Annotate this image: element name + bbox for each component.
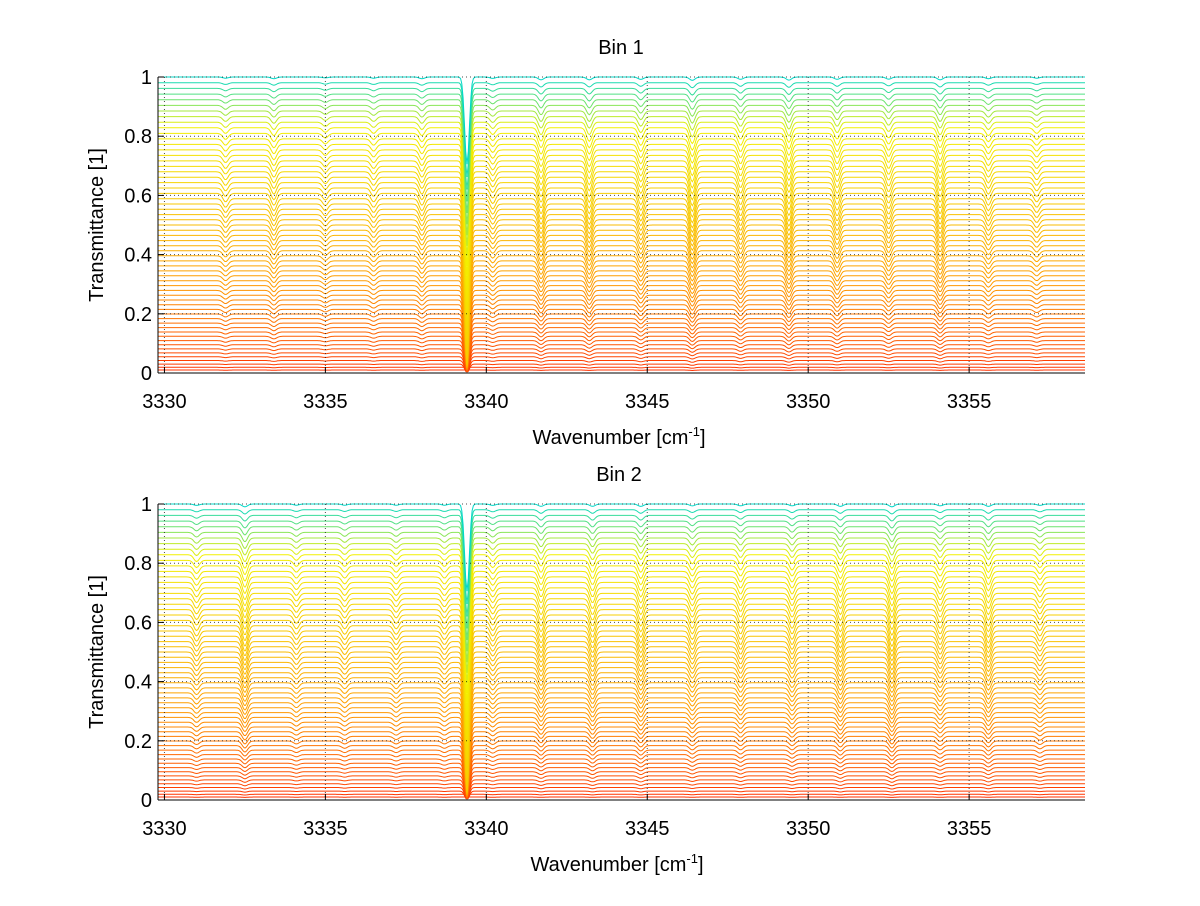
series-line [158, 150, 1085, 302]
series-line [158, 276, 1085, 368]
x-axis-label-main: Wavenumber [cm [532, 427, 688, 449]
x-axis-label-superscript: -1 [688, 424, 700, 439]
y-tick-label: 0.8 [124, 126, 152, 148]
series-line [158, 323, 1085, 370]
y-tick-label: 0.4 [124, 245, 152, 267]
y-tick-label: 1 [141, 494, 152, 516]
y-tick-label: 0.2 [124, 304, 152, 326]
y-tick-label: 0 [141, 790, 152, 812]
x-tick-label: 3350 [786, 818, 831, 840]
x-axis-label: Wavenumber [cm-1] [532, 424, 705, 449]
series-line [158, 281, 1085, 369]
x-tick-label: 3335 [303, 391, 348, 413]
x-tick-label: 3340 [464, 391, 509, 413]
x-tick-label: 3330 [142, 391, 187, 413]
x-tick-label: 3355 [947, 391, 992, 413]
series-line [158, 314, 1085, 370]
y-tick-label: 1 [141, 67, 152, 89]
series-line [158, 794, 1085, 795]
series-line [158, 367, 1085, 368]
x-axis-label-main: Wavenumber [cm [530, 854, 686, 876]
series-line [158, 370, 1085, 371]
plot-area: 3330 3335 3340 3345 3350 3355 0 0.2 0.4 0.6 0.8 1 [124, 67, 1085, 413]
y-tick-label: 0.6 [124, 612, 152, 634]
series-line [158, 780, 1085, 799]
series-line [158, 336, 1085, 371]
series-line [158, 353, 1085, 372]
subplot-bin-1: Bin 1 3330 3335 3340 3345 3350 3355 0 0.2 0.4 0.6… [86, 37, 1085, 449]
y-tick-label: 0.6 [124, 185, 152, 207]
chart-title: Bin 2 [596, 464, 642, 486]
series-group [158, 77, 1085, 372]
x-axis-label-close: ] [700, 427, 706, 449]
series-line [158, 332, 1085, 371]
x-tick-label: 3345 [625, 391, 670, 413]
x-tick-label: 3335 [303, 818, 348, 840]
x-axis-label-close: ] [698, 854, 704, 876]
plot-area: 3330 3335 3340 3345 3350 3355 0 0.2 0.4 0.6 0.8 1 [124, 494, 1085, 840]
y-tick-label: 0.2 [124, 731, 152, 753]
x-tick-label: 3355 [947, 818, 992, 840]
x-tick-label: 3340 [464, 818, 509, 840]
y-tick-label: 0.4 [124, 672, 152, 694]
y-tick-label: 0.8 [124, 553, 152, 575]
x-tick-label: 3345 [625, 818, 670, 840]
series-line [158, 122, 1085, 256]
series-line [158, 241, 1085, 367]
x-axis-label-superscript: -1 [686, 851, 698, 866]
chart-title: Bin 1 [598, 37, 644, 59]
x-axis-label: Wavenumber [cm-1] [530, 851, 703, 876]
y-axis-label: Transmittance [1] [86, 148, 108, 302]
x-tick-label: 3330 [142, 818, 187, 840]
y-tick-label: 0 [141, 363, 152, 385]
series-group [158, 504, 1085, 799]
subplot-bin-2: Bin 2 3330 3335 3340 3345 3350 3355 0 0.2 0.4 0.6… [86, 464, 1085, 876]
x-tick-label: 3350 [786, 391, 831, 413]
y-axis-label: Transmittance [1] [86, 575, 108, 729]
